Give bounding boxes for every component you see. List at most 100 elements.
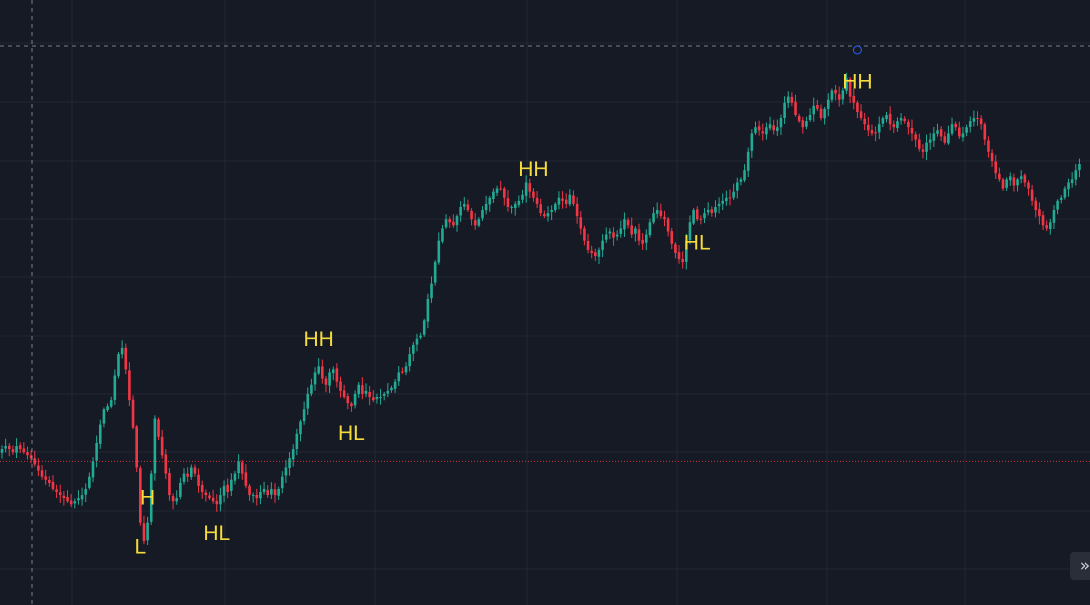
candle-body (455, 216, 459, 226)
candle-body (393, 381, 397, 389)
candle-body (444, 219, 448, 228)
candle-body (120, 347, 124, 355)
candle-body (648, 222, 652, 235)
pivot-label-hl: HL (684, 231, 711, 254)
candle-body (564, 199, 568, 204)
candle-body (892, 124, 896, 128)
candle-body (1056, 200, 1059, 210)
candle-body (317, 366, 320, 374)
candle-body (179, 482, 182, 497)
candle-body (219, 495, 222, 505)
pivot-labels: L H HL HH HL HH HL HH (134, 71, 872, 559)
candle-body (761, 131, 765, 134)
candle-body (226, 484, 229, 493)
candle-body (7, 445, 11, 450)
candle-body (644, 234, 648, 243)
candle-body (299, 421, 302, 435)
candle-body (870, 130, 874, 134)
candle-body (848, 78, 852, 97)
candle-body (783, 102, 786, 118)
candle-body (288, 458, 291, 469)
candle-body (903, 118, 907, 122)
candle-body (652, 213, 655, 223)
candle-body (291, 449, 295, 460)
candle-body (1023, 175, 1027, 183)
candle-body (477, 219, 481, 226)
candle-body (1005, 179, 1008, 188)
candle-body (84, 488, 88, 495)
candle-body (1052, 210, 1056, 223)
candle-body (917, 139, 921, 149)
candle-body (284, 467, 288, 476)
candle-body (659, 210, 663, 217)
candle-body (350, 403, 353, 407)
candle-body (321, 366, 324, 379)
candle-body (48, 479, 51, 483)
candle-body (302, 409, 306, 422)
candle-body (674, 244, 677, 253)
candle-body (331, 369, 335, 374)
candle-body (754, 127, 757, 134)
candle-body (885, 115, 888, 120)
candle-body (528, 183, 532, 192)
candle-body (634, 228, 637, 234)
candle-body (1078, 164, 1081, 171)
candle-body (255, 494, 259, 499)
candle-body (998, 173, 1001, 180)
candle-body (237, 461, 240, 474)
candle-body (448, 218, 452, 223)
candle-body (732, 191, 735, 198)
candle-body (1049, 222, 1052, 229)
candle-body (29, 455, 33, 459)
candle-body (51, 481, 55, 489)
candle-body (1016, 179, 1019, 186)
candle-body (808, 115, 812, 120)
candle-body (1063, 188, 1067, 198)
candle-body (492, 191, 495, 199)
candle-body (921, 149, 925, 152)
candle-body (1001, 179, 1005, 189)
candle-body (146, 522, 149, 541)
candle-body (579, 217, 583, 229)
crosshair-marker (852, 45, 862, 55)
candle-body (69, 500, 73, 505)
candle-body (557, 197, 561, 205)
candle-body (80, 495, 84, 500)
candle-body (88, 476, 91, 488)
candle-body (1074, 170, 1078, 180)
candle-body (932, 133, 936, 141)
candle-body (422, 320, 426, 335)
pivot-label-l: L (134, 536, 146, 559)
candle-body (550, 210, 553, 213)
candle-body (958, 127, 961, 137)
candle-body (972, 118, 976, 122)
candle-body (22, 448, 26, 453)
expand-panel-button[interactable]: » (1070, 552, 1090, 580)
candle-body (859, 111, 863, 119)
candle-body (888, 113, 892, 125)
candle-body (801, 120, 805, 128)
candle-body (805, 121, 808, 127)
candle-body (939, 129, 943, 137)
candle-body (77, 498, 80, 501)
pivot-label-hh: HH (842, 71, 872, 94)
candle-body (4, 446, 7, 449)
candle-body (139, 468, 142, 523)
candle-body (262, 488, 266, 493)
candle-body (58, 492, 62, 496)
candle-body (1070, 179, 1074, 184)
candle-body (503, 188, 506, 198)
candle-body (15, 446, 18, 453)
candle-body (532, 191, 535, 198)
candle-body (1019, 176, 1023, 180)
candle-body (441, 228, 444, 242)
candle-body (313, 372, 317, 385)
candle-body (62, 495, 66, 499)
candle-body (295, 433, 299, 450)
candle-body (896, 121, 899, 129)
candle-body (681, 259, 684, 263)
candle-body (965, 127, 968, 133)
candle-body (867, 124, 870, 131)
